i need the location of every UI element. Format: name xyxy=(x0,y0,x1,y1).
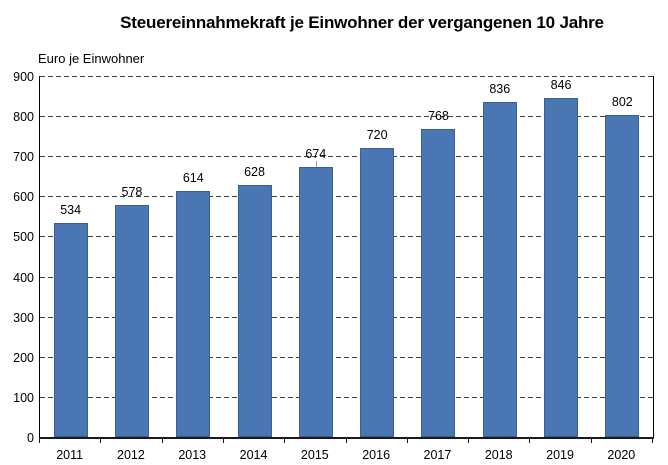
gridline-100 xyxy=(40,396,653,398)
x-axis-tick xyxy=(468,438,470,443)
bar-value-label: 802 xyxy=(611,95,633,110)
plot-area: 534 578 614 628 674 720 768 836 846 802 xyxy=(39,76,654,439)
bar-value-label: 534 xyxy=(60,202,82,217)
x-axis-category-label: 2015 xyxy=(300,448,329,462)
y-axis-tick-label: 900 xyxy=(13,70,34,84)
x-axis-tick xyxy=(590,438,592,443)
y-axis-tick-label: 0 xyxy=(27,431,34,445)
x-axis-category-label: 2013 xyxy=(178,448,207,462)
bar-2020 xyxy=(605,115,640,437)
x-axis-category-label: 2014 xyxy=(239,448,268,462)
bar-value-label: 768 xyxy=(428,108,449,123)
y-axis-tick-label: 700 xyxy=(13,150,34,165)
bar-2011 xyxy=(53,222,88,437)
y-axis-tick-label: 200 xyxy=(13,350,34,365)
x-axis-tick xyxy=(284,438,286,443)
gridline-900 xyxy=(40,76,653,77)
gridline-600 xyxy=(40,196,653,198)
bar-2012 xyxy=(114,205,149,437)
x-axis-tick xyxy=(345,438,347,443)
gridline-400 xyxy=(40,276,653,278)
x-axis-tick xyxy=(652,438,653,443)
chart-title: Steuereinnahmekraft je Einwohner der ver… xyxy=(120,13,604,32)
x-axis-tick xyxy=(406,438,408,443)
gridline-800 xyxy=(40,116,653,118)
bar-value-label: 836 xyxy=(489,81,511,96)
bar-value-label: 578 xyxy=(121,185,143,200)
bar-2017 xyxy=(421,128,456,437)
bar-2018 xyxy=(482,101,517,437)
bar-value-label: 614 xyxy=(182,170,204,185)
x-axis-category-label: 2019 xyxy=(546,448,574,462)
bar-value-label: 674 xyxy=(305,146,327,161)
x-axis-tick xyxy=(529,438,531,443)
x-axis-category-label: 2012 xyxy=(117,448,145,462)
x-axis-tick xyxy=(161,438,163,443)
x-axis-category-label: 2016 xyxy=(362,448,391,462)
x-axis-category-label: 2011 xyxy=(56,448,84,462)
bar-value-label: 720 xyxy=(366,128,388,143)
x-axis-category-label: 2018 xyxy=(484,448,513,462)
gridline-300 xyxy=(40,316,653,318)
y-axis-tick-label: 300 xyxy=(13,310,34,325)
y-axis-tick-label: 100 xyxy=(13,390,34,405)
y-axis-tick-label: 500 xyxy=(13,230,34,245)
bar-2019 xyxy=(544,97,579,437)
bar-2015 xyxy=(298,166,333,437)
bar-value-label: 628 xyxy=(244,165,265,180)
x-axis-tick xyxy=(39,438,40,443)
gridline-200 xyxy=(40,356,653,358)
value-label-leader-line xyxy=(315,160,317,167)
bar-value-label: 846 xyxy=(550,77,572,92)
x-axis-tick xyxy=(100,438,102,443)
gridline-700 xyxy=(40,156,653,158)
gridline-500 xyxy=(40,236,653,238)
x-axis-category-label: 2020 xyxy=(607,448,636,462)
y-axis-tick-label: 600 xyxy=(13,190,34,205)
y-axis-tick-label: 800 xyxy=(13,110,34,125)
x-axis-tick xyxy=(222,438,224,443)
bar-2013 xyxy=(176,190,211,437)
bar-2014 xyxy=(237,185,272,437)
bar-2016 xyxy=(360,148,395,437)
x-axis-category-label: 2017 xyxy=(423,448,452,462)
y-axis-unit-label: Euro je Einwohner xyxy=(38,51,145,66)
y-axis-tick-label: 400 xyxy=(13,270,34,285)
